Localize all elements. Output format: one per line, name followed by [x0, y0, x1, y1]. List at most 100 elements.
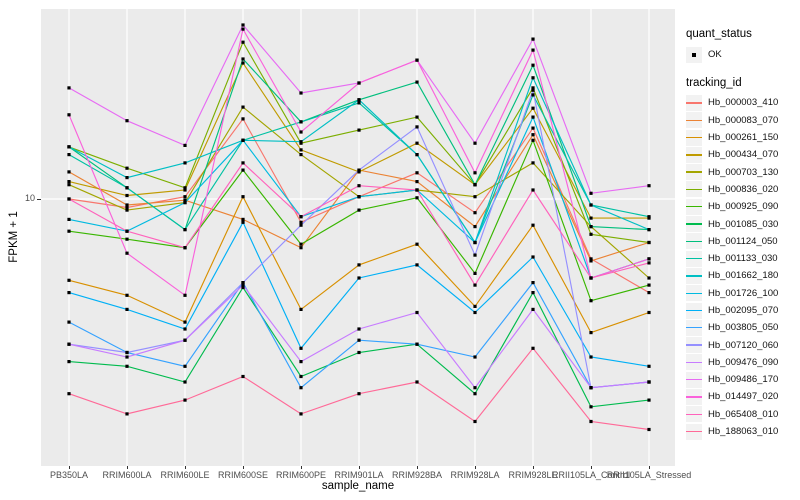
data-point	[589, 331, 593, 335]
legend-key-swatch-icon	[686, 423, 702, 440]
data-point	[125, 350, 129, 355]
data-point	[589, 232, 593, 236]
y-tick-label-10: 10	[24, 193, 35, 203]
legend-key-swatch-icon	[686, 146, 702, 163]
data-point	[67, 217, 71, 221]
legend-item-Hb_065408_010: Hb_065408_010	[686, 406, 798, 423]
data-point	[589, 225, 593, 229]
tracking-id-legend-list: Hb_000003_410 Hb_000083_070 Hb_000261_150 H…	[686, 94, 798, 440]
legend-item-Hb_000434_070: Hb_000434_070	[686, 146, 798, 163]
data-point	[241, 281, 245, 285]
data-point	[647, 380, 651, 384]
data-point	[125, 355, 129, 359]
data-point	[125, 208, 129, 212]
data-point	[241, 40, 245, 44]
legend-item-Hb_007120_060: Hb_007120_060	[686, 336, 798, 354]
data-point	[473, 304, 477, 308]
legend-item-Hb_001133_030: Hb_001133_030	[686, 250, 798, 267]
data-point	[415, 242, 419, 246]
data-point	[531, 291, 535, 295]
plot-svg	[41, 9, 675, 466]
data-point	[589, 257, 593, 261]
data-point	[67, 342, 71, 346]
data-point	[299, 412, 303, 416]
data-point	[125, 237, 129, 241]
data-point	[531, 88, 535, 92]
data-point	[357, 327, 361, 331]
data-point	[299, 242, 303, 246]
data-point	[531, 37, 535, 41]
legend-item-label: Hb_001085_030	[708, 218, 779, 230]
legend-item-label: Hb_000003_410	[708, 97, 779, 109]
data-point	[241, 217, 245, 221]
data-point	[125, 364, 129, 368]
data-point	[473, 195, 477, 199]
data-point	[67, 360, 71, 364]
x-tick-mark	[185, 466, 186, 469]
x-tick-label-RRIM901LA: RRIM901LA	[334, 470, 384, 480]
x-axis-title: sample_name	[321, 480, 395, 492]
legend-item-Hb_188063_010: Hb_188063_010	[686, 423, 798, 440]
data-point	[415, 188, 419, 192]
legend-item-Hb_009476_090: Hb_009476_090	[686, 354, 798, 371]
data-point	[415, 171, 419, 175]
legend-key-swatch-icon	[686, 337, 702, 354]
legend-item-Hb_000836_020: Hb_000836_020	[686, 181, 798, 198]
legend-title-tracking-id: tracking_id	[686, 77, 742, 90]
data-point	[589, 386, 593, 390]
legend-key-swatch-icon	[686, 233, 702, 250]
data-point	[357, 195, 361, 199]
ok-point-key-icon	[686, 46, 702, 63]
data-point	[357, 392, 361, 396]
legend-item-label: Hb_009486_170	[708, 374, 779, 386]
legend-item-label: Hb_000703_130	[708, 166, 779, 178]
data-point	[415, 80, 419, 84]
legend-key-swatch-icon	[686, 302, 702, 319]
data-point	[241, 138, 245, 142]
data-point	[473, 271, 477, 275]
data-point	[67, 291, 71, 295]
data-point	[647, 398, 651, 402]
data-point	[647, 427, 651, 432]
data-point	[241, 105, 245, 109]
data-point	[647, 283, 651, 287]
legend-item-Hb_003805_050: Hb_003805_050	[686, 319, 798, 336]
legend-item-Hb_001726_100: Hb_001726_100	[686, 285, 798, 302]
data-point	[183, 246, 187, 250]
data-point	[647, 310, 651, 315]
data-point	[357, 81, 361, 85]
x-tick-label-RRII105LA_Stressed: RRII105LA_Stressed	[606, 470, 692, 480]
data-point	[531, 161, 535, 165]
data-point	[241, 57, 245, 61]
x-tick-label-RRIM928LA: RRIM928LA	[450, 470, 500, 480]
data-point	[415, 310, 419, 315]
legend-key-swatch-icon	[686, 354, 702, 371]
data-point	[125, 293, 129, 297]
x-tick-mark	[127, 466, 128, 469]
data-point	[183, 161, 187, 165]
data-point	[531, 106, 535, 110]
data-point	[125, 119, 129, 123]
data-point	[125, 412, 129, 416]
data-point	[357, 98, 361, 102]
data-point	[473, 171, 477, 175]
data-point	[125, 166, 129, 170]
data-point	[589, 355, 593, 359]
x-tick-mark	[69, 466, 70, 469]
legend-item-label: Hb_000925_090	[708, 201, 779, 213]
data-point	[299, 220, 303, 224]
data-point	[415, 196, 419, 200]
legend-key-swatch-icon	[686, 129, 702, 146]
data-point	[125, 205, 129, 210]
data-point	[415, 153, 419, 157]
data-point	[183, 380, 187, 384]
data-point	[183, 195, 187, 199]
legend-key-swatch-icon	[686, 164, 702, 181]
data-point	[67, 392, 71, 396]
data-point	[473, 183, 477, 187]
data-point	[241, 285, 245, 290]
data-point	[531, 76, 535, 80]
data-point	[67, 183, 71, 187]
data-point	[241, 374, 245, 379]
data-point	[241, 117, 245, 121]
